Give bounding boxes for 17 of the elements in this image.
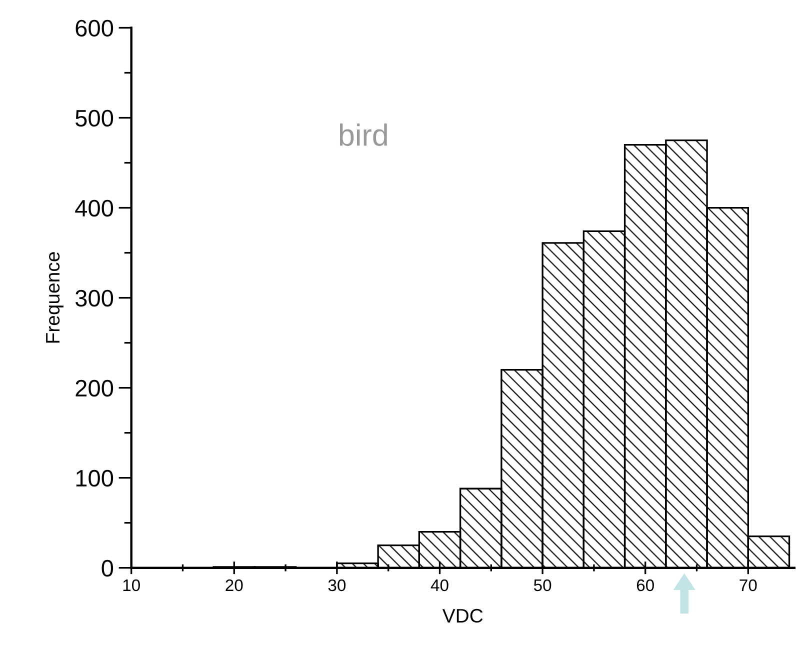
y-tick-label: 600 [76, 20, 114, 37]
y-tick-label: 500 [76, 110, 114, 127]
y-tick-label: 200 [76, 380, 114, 397]
y-tick-label: 400 [75, 200, 114, 217]
x-axis-title: VDC [442, 608, 483, 623]
x-tick-label: 40 [430, 579, 448, 592]
y-tick-label: 100 [76, 470, 114, 487]
x-tick-label: 50 [534, 579, 552, 592]
x-tick-label: 20 [226, 579, 243, 592]
x-tick-label: 10 [123, 579, 140, 592]
x-tick-label: 30 [328, 579, 346, 592]
x-tick-label: 60 [636, 579, 654, 592]
annotation: bird [340, 124, 387, 146]
y-axis-title: Frequence [46, 252, 64, 343]
y-tick-label: 300 [75, 290, 114, 307]
x-tick-label: 70 [740, 579, 757, 592]
y-tick-label: 0 [102, 560, 114, 577]
